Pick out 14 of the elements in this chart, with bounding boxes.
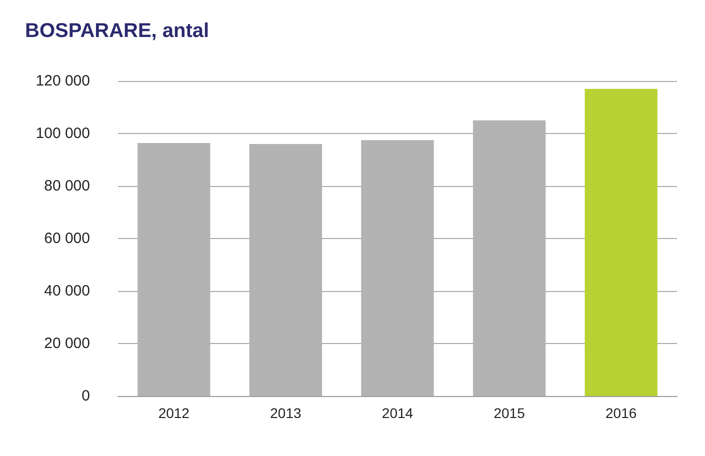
y-tick-label: 100 000 bbox=[36, 125, 90, 142]
bar bbox=[584, 88, 658, 396]
x-tick-label: 2015 bbox=[494, 405, 526, 421]
y-tick-label: 80 000 bbox=[44, 178, 90, 194]
x-tick-label: 2013 bbox=[270, 405, 302, 421]
y-tick-label: 20 000 bbox=[44, 335, 90, 352]
y-tick-label: 0 bbox=[82, 388, 90, 404]
y-tick-label: 60 000 bbox=[44, 230, 90, 247]
x-tick-label: 2016 bbox=[606, 405, 637, 421]
x-tick-label: 2014 bbox=[382, 405, 414, 421]
y-tick-label: 120 000 bbox=[36, 72, 90, 90]
chart-title: BOSPARARE, antal bbox=[25, 20, 210, 42]
y-tick-label: 40 000 bbox=[44, 282, 90, 300]
x-tick-label: 2012 bbox=[158, 405, 190, 421]
